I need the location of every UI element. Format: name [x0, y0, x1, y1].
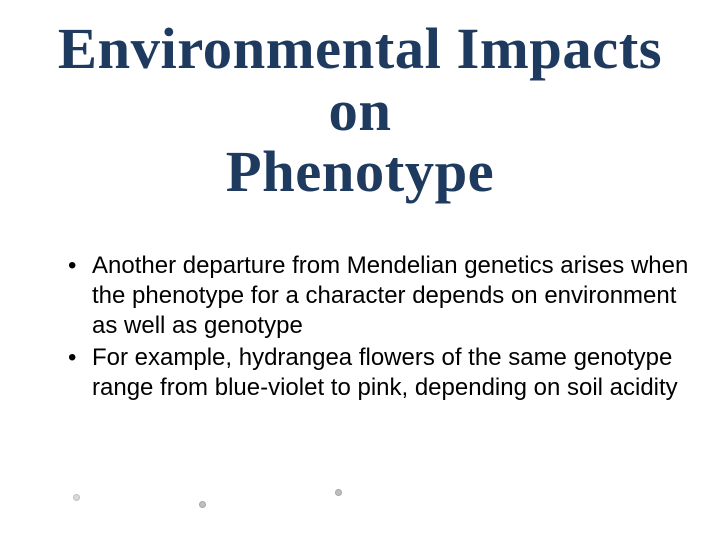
title-line-2: Phenotype [30, 141, 690, 203]
slide: Environmental Impacts on Phenotype Anoth… [0, 0, 720, 540]
decorative-dot-icon [73, 494, 80, 501]
decorative-dot-icon [199, 501, 206, 508]
bullet-list: Another departure from Mendelian genetic… [30, 251, 690, 403]
bullet-item: For example, hydrangea flowers of the sa… [68, 343, 690, 403]
bullet-text: For example, hydrangea flowers of the sa… [92, 344, 678, 401]
bullet-text: Another departure from Mendelian genetic… [92, 252, 688, 339]
slide-title: Environmental Impacts on Phenotype [30, 18, 690, 203]
title-line-1: Environmental Impacts on [30, 18, 690, 141]
bullet-item: Another departure from Mendelian genetic… [68, 251, 690, 341]
decorative-dot-icon [335, 489, 342, 496]
